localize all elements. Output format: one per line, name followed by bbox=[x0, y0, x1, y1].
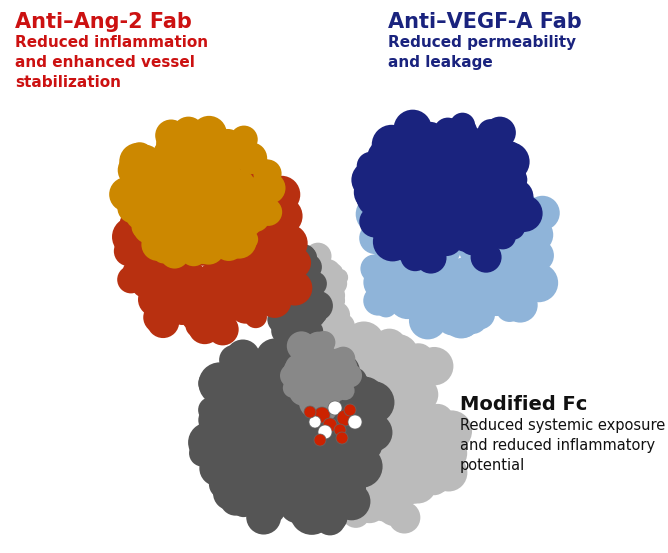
Circle shape bbox=[309, 416, 321, 428]
Text: Anti–Ang-2 Fab: Anti–Ang-2 Fab bbox=[15, 12, 192, 32]
Circle shape bbox=[344, 404, 356, 416]
Circle shape bbox=[304, 406, 316, 418]
Circle shape bbox=[336, 432, 348, 444]
Circle shape bbox=[334, 424, 346, 436]
Circle shape bbox=[337, 410, 353, 426]
Circle shape bbox=[314, 434, 326, 446]
Text: Reduced inflammation
and enhanced vessel
stabilization: Reduced inflammation and enhanced vessel… bbox=[15, 35, 208, 90]
Text: Reduced systemic exposure
and reduced inflammatory
potential: Reduced systemic exposure and reduced in… bbox=[460, 418, 665, 473]
Circle shape bbox=[318, 425, 332, 439]
Circle shape bbox=[348, 415, 362, 429]
Text: Anti–VEGF-A Fab: Anti–VEGF-A Fab bbox=[388, 12, 582, 32]
Circle shape bbox=[323, 418, 337, 432]
Circle shape bbox=[314, 407, 330, 423]
Circle shape bbox=[328, 401, 342, 415]
Text: Reduced permeability
and leakage: Reduced permeability and leakage bbox=[388, 35, 576, 70]
Text: Modified Fc: Modified Fc bbox=[460, 395, 587, 414]
